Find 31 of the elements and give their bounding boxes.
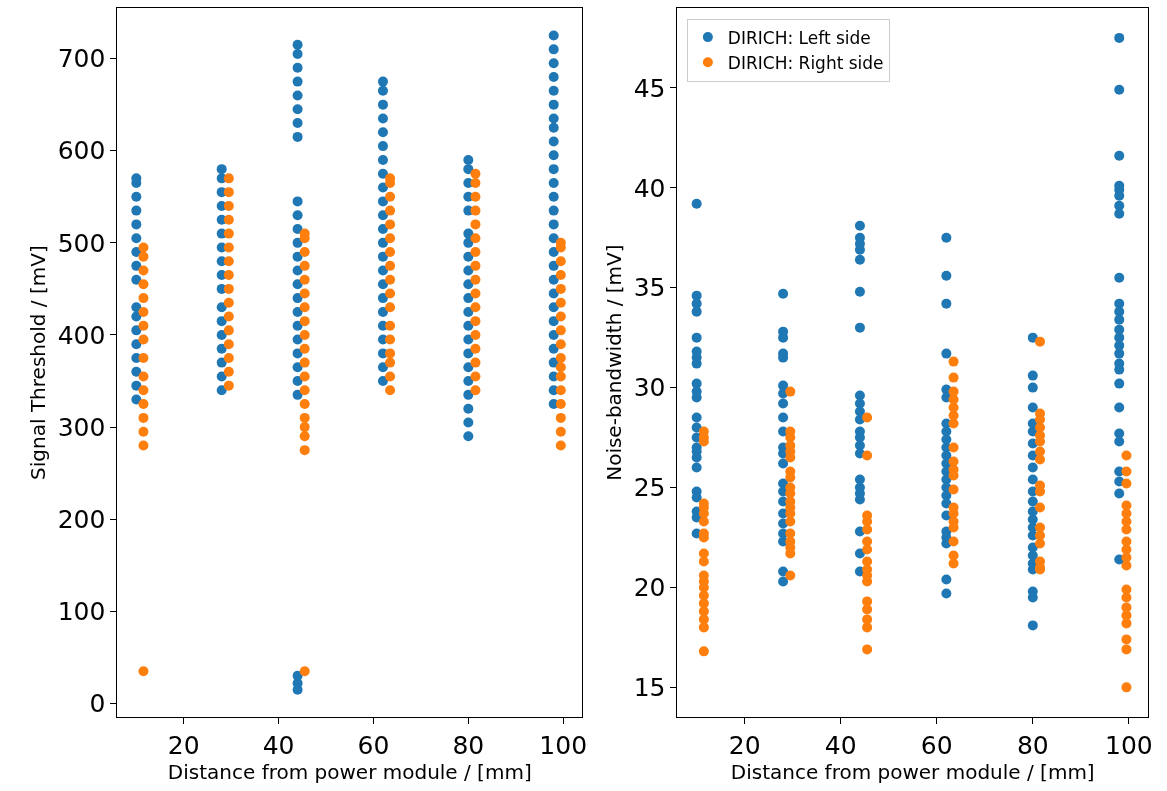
- y-tick-label: 300: [57, 412, 106, 442]
- legend-label: DIRICH: Right side: [727, 52, 884, 73]
- x-tick-label: 60: [357, 731, 390, 761]
- y-tick-label: 100: [57, 597, 106, 627]
- x-tick-label: 80: [452, 731, 485, 761]
- y-axis-title: Signal Threshold / [mV]: [26, 245, 51, 480]
- x-tick-label: 40: [824, 731, 857, 761]
- y-tick-label: 25: [633, 473, 666, 503]
- y-tick-label: 200: [57, 504, 106, 534]
- x-axis-title: Distance from power module / [mm]: [167, 760, 532, 785]
- y-tick-label: 15: [633, 673, 666, 703]
- x-tick-label: 80: [1016, 731, 1049, 761]
- y-tick-label: 600: [57, 136, 106, 166]
- y-tick-label: 500: [57, 228, 106, 258]
- y-tick-label: 40: [633, 173, 666, 203]
- x-tick-label: 40: [262, 731, 295, 761]
- x-tick-label: 20: [728, 731, 761, 761]
- x-tick-label: 20: [167, 731, 200, 761]
- y-axis-title: Noise-bandwidth / [mV]: [602, 244, 627, 481]
- y-tick-label: 35: [633, 273, 666, 303]
- y-tick-label: 30: [633, 373, 666, 403]
- y-tick-label: 700: [57, 44, 106, 74]
- legend-label: DIRICH: Left side: [727, 27, 871, 48]
- y-tick-label: 0: [89, 689, 106, 719]
- y-tick-label: 400: [57, 320, 106, 350]
- x-axis-title: Distance from power module / [mm]: [730, 760, 1095, 785]
- y-tick-label: 20: [633, 573, 666, 603]
- x-tick-label: 100: [1104, 731, 1153, 761]
- x-tick-label: 60: [920, 731, 953, 761]
- y-tick-label: 45: [633, 73, 666, 103]
- x-tick-label: 100: [539, 731, 588, 761]
